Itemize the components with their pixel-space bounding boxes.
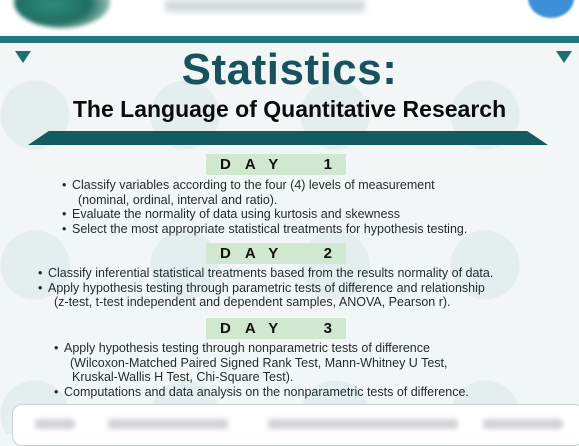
speaker-photo <box>14 0 110 28</box>
list-item-text: Classify variables according to the four… <box>72 178 435 192</box>
blurred-footer-text <box>483 419 563 429</box>
blurred-footer-text <box>108 419 228 429</box>
day-3-list: Apply hypothesis testing through nonpara… <box>54 341 554 399</box>
logo-circle <box>528 0 574 18</box>
list-item: Apply hypothesis testing through paramet… <box>38 281 568 310</box>
day-2-label: DAY 2 <box>206 243 346 264</box>
list-item: Classify inferential statistical treatme… <box>38 266 568 281</box>
top-banner <box>0 0 579 34</box>
triangle-right-icon <box>556 51 572 63</box>
day-number: 3 <box>323 320 332 337</box>
triangle-left-icon <box>15 51 31 63</box>
list-item: Computations and data analysis on the no… <box>54 385 554 400</box>
list-item-text: Apply hypothesis testing through paramet… <box>48 280 485 295</box>
list-item: Select the most appropriate statistical … <box>62 222 542 237</box>
footer-bar <box>12 404 579 446</box>
page-title: Statistics: <box>181 45 398 94</box>
list-item-text-cont: Kruskal-Wallis H Test, Chi-Square Test). <box>72 370 294 384</box>
list-item: Evaluate the normality of data using kur… <box>62 207 542 222</box>
list-item-text: Select the most appropriate statistical … <box>72 221 468 236</box>
day-1-label: DAY 1 <box>206 154 346 175</box>
list-item-text: Evaluate the normality of data using kur… <box>72 207 400 221</box>
top-stripe <box>0 36 579 43</box>
list-item-text: Computations and data analysis on the no… <box>64 384 469 399</box>
title-underline-bar <box>28 131 548 145</box>
day-number: 2 <box>323 245 332 262</box>
day-1-list: Classify variables according to the four… <box>62 178 542 236</box>
day-number: 1 <box>323 156 332 173</box>
day-2-list: Classify inferential statistical treatme… <box>38 266 568 310</box>
list-item-text-cont: (Wilcoxon-Matched Paired Signed Rank Tes… <box>70 355 448 370</box>
list-item-text-cont: (z-test, t-test independent and dependen… <box>54 295 451 309</box>
page-subtitle: The Language of Quantitative Research <box>72 96 507 122</box>
list-item-text-cont: (nominal, ordinal, interval and ratio). <box>78 192 278 207</box>
day-word: DAY <box>220 245 293 262</box>
list-item-text: Apply hypothesis testing through nonpara… <box>64 341 430 355</box>
day-3-label: DAY 3 <box>206 318 346 339</box>
list-item: Classify variables according to the four… <box>62 178 542 207</box>
day-word: DAY <box>220 156 293 173</box>
blurred-footer-text <box>35 419 75 429</box>
list-item: Apply hypothesis testing through nonpara… <box>54 341 554 385</box>
blurred-footer-text <box>268 419 458 429</box>
day-word: DAY <box>220 320 293 337</box>
list-item-text: Classify inferential statistical treatme… <box>48 266 494 280</box>
blurred-header-text <box>165 0 365 12</box>
